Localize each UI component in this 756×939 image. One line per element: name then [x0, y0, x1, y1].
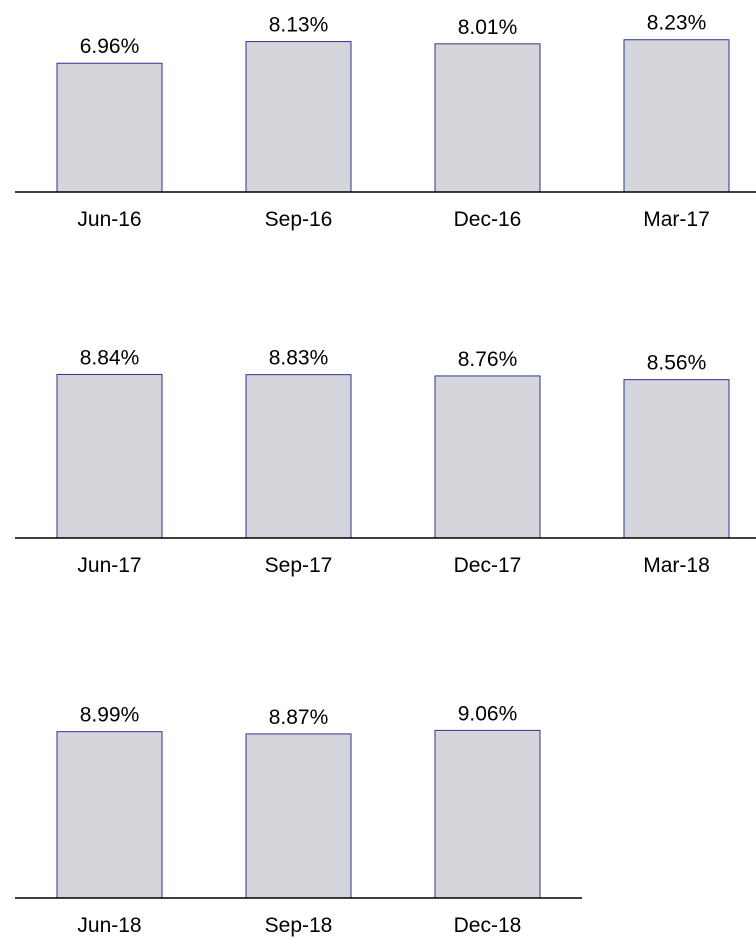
bar — [56, 731, 163, 899]
bar — [623, 379, 730, 539]
bar — [434, 729, 541, 899]
x-tick-label: Mar-18 — [643, 554, 710, 577]
data-label: 8.13% — [269, 14, 329, 37]
x-tick-label: Dec-17 — [454, 554, 522, 577]
bar — [623, 39, 730, 193]
bar — [434, 375, 541, 539]
bar — [56, 62, 163, 193]
x-tick-label: Jun-16 — [77, 208, 141, 231]
bar — [56, 373, 163, 539]
x-tick-label: Sep-17 — [265, 554, 333, 577]
data-label: 8.56% — [647, 352, 707, 375]
x-tick-label: Jun-17 — [77, 554, 141, 577]
data-label: 8.76% — [458, 348, 518, 371]
x-tick-label: Mar-17 — [643, 208, 710, 231]
data-label: 8.83% — [269, 347, 329, 370]
data-label: 8.01% — [458, 16, 518, 39]
data-label: 9.06% — [458, 702, 518, 725]
x-tick-label: Sep-16 — [265, 208, 333, 231]
data-label: 8.87% — [269, 706, 329, 729]
data-label: 8.99% — [80, 704, 140, 727]
bar — [245, 733, 352, 899]
x-tick-label: Dec-16 — [454, 208, 522, 231]
data-label: 6.96% — [80, 35, 140, 58]
data-label: 8.84% — [80, 346, 140, 369]
data-label: 8.23% — [647, 12, 707, 35]
x-tick-label: Sep-18 — [265, 914, 333, 937]
bar — [434, 43, 541, 193]
bar — [245, 374, 352, 539]
bar — [245, 41, 352, 193]
x-tick-label: Dec-18 — [454, 914, 522, 937]
x-tick-label: Jun-18 — [77, 914, 141, 937]
